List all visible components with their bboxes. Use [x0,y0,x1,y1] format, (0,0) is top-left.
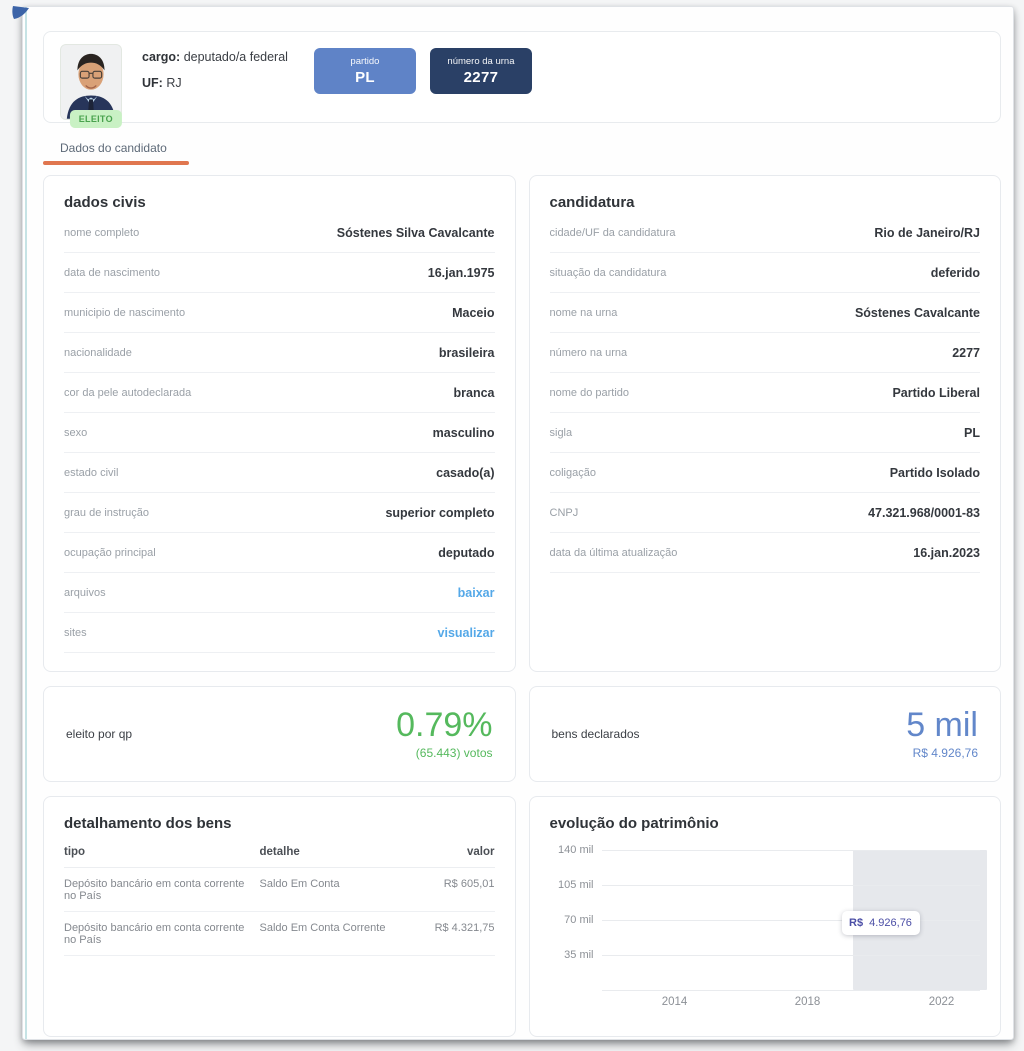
tab-bar: Dados do candidato [43,137,1001,165]
row-cor-da-pele: cor da pele autodeclarada branca [64,373,495,413]
x-tick-2018: 2018 [794,996,821,1008]
table-row: Depósito bancário em conta corrente no P… [64,912,495,956]
row-sites: sites visualizar [64,613,495,653]
candidate-profile-page: ELEITO cargo: deputado/a federal UF: RJ … [12,6,1014,1040]
column-detalhe: detalhe [259,846,300,858]
bens-total-short: 5 mil [906,706,978,745]
x-tick-2014: 2014 [661,996,688,1008]
table-header: tipo detalhe valor [64,834,495,868]
row-estado-civil: estado civil casado(a) [64,453,495,493]
row-ocupacao: ocupação principal deputado [64,533,495,573]
detalhamento-bens-card: detalhamento dos bens tipo detalhe valor… [43,796,516,1037]
row-arquivos: arquivos baixar [64,573,495,613]
tooltip-value: 4.926,76 [869,917,912,929]
bens-declarados-label: bens declarados [551,727,640,741]
vote-percentage: 0.79% [396,706,493,745]
party-badge: partido PL [313,48,416,94]
x-axis-baseline [601,990,980,991]
row-nome-partido: nome do partido Partido Liberal [549,373,980,413]
row-nacionalidade: nacionalidade brasileira [64,333,495,373]
detalhamento-title: detalhamento dos bens [64,815,232,832]
tab-dados-do-candidato[interactable]: Dados do candidato [43,137,189,165]
urna-badge-value: 2277 [463,69,499,86]
gridline [601,885,980,886]
row-cnpj: CNPJ 47.321.968/0001-83 [549,493,980,533]
page-curl-icon [12,6,29,19]
column-tipo: tipo [64,846,86,858]
download-link[interactable]: baixar [457,586,495,600]
y-tick-140mil: 140 mil [558,844,594,856]
bens-declarados-card: bens declarados 5 mil R$ 4.926,76 [528,686,1001,782]
candidatura-title: candidatura [549,194,635,211]
urna-badge-label: número da urna [447,56,515,67]
eleito-por-qp-card: eleito por qp 0.79% (65.443) votos [43,686,516,782]
view-sites-link[interactable]: visualizar [437,626,495,640]
y-tick-35mil: 35 mil [564,949,594,961]
cargo-uf-block: cargo: deputado/a federal UF: RJ [142,44,288,102]
vote-count: (65.443) votos [415,745,493,760]
table-row: Depósito bancário em conta corrente no P… [64,868,495,912]
uf-value: RJ [166,76,182,90]
patrimonio-chart-card: evolução do patrimônio 140 mil 105 mil 7… [528,796,1001,1037]
gridline [601,955,980,956]
urna-number-badge: número da urna 2277 [429,48,532,94]
row-nome-completo: nome completo Sóstenes Silva Cavalcante [64,213,495,253]
row-numero-urna: número na urna 2277 [549,333,980,373]
row-nome-urna: nome na urna Sóstenes Cavalcante [549,293,980,333]
cards-grid: dados civis nome completo Sóstenes Silva… [43,175,1001,1037]
row-sexo: sexo masculino [64,413,495,453]
y-tick-105mil: 105 mil [558,879,594,891]
patrimonio-chart[interactable]: 140 mil 105 mil 70 mil 35 mil R$ 4.926,7… [550,844,987,1018]
column-valor: valor [467,846,495,858]
row-data-nascimento: data de nascimento 16.jan.1975 [64,253,495,293]
row-municipio-nascimento: municipio de nascimento Maceio [64,293,495,333]
candidate-photo: ELEITO [60,44,122,128]
candidate-header: ELEITO cargo: deputado/a federal UF: RJ … [43,31,1001,128]
row-sigla: sigla PL [549,413,980,453]
party-badge-label: partido [350,56,380,67]
row-cidade-uf: cidade/UF da candidatura Rio de Janeiro/… [549,213,980,253]
candidatura-card: candidatura cidade/UF da candidatura Rio… [528,175,1001,672]
chart-tooltip: R$ 4.926,76 [841,911,920,935]
row-coligacao: coligação Partido Isolado [549,453,980,493]
dados-civis-card: dados civis nome completo Sóstenes Silva… [43,175,516,672]
dados-civis-title: dados civis [64,194,146,211]
candidate-portrait-image [61,45,121,119]
y-tick-70mil: 70 mil [564,914,594,926]
row-situacao: situação da candidatura deferido [549,253,980,293]
party-badge-value: PL [355,69,375,86]
header-badges: partido PL número da urna 2277 [313,44,532,94]
row-ultima-atualizacao: data da última atualização 16.jan.2023 [549,533,980,573]
row-grau-instrucao: grau de instrução superior completo [64,493,495,533]
x-tick-2022: 2022 [928,996,955,1008]
gridline [601,850,980,851]
cargo-value: deputado/a federal [183,50,288,64]
gridline [601,920,980,921]
chart-title: evolução do patrimônio [549,815,719,832]
bens-total-exact: R$ 4.926,76 [912,745,978,760]
cargo-label: cargo: [142,50,181,64]
status-badge: ELEITO [69,110,122,128]
tooltip-currency: R$ [849,917,864,929]
uf-label: UF: [142,76,163,90]
eleito-por-qp-label: eleito por qp [66,727,133,741]
